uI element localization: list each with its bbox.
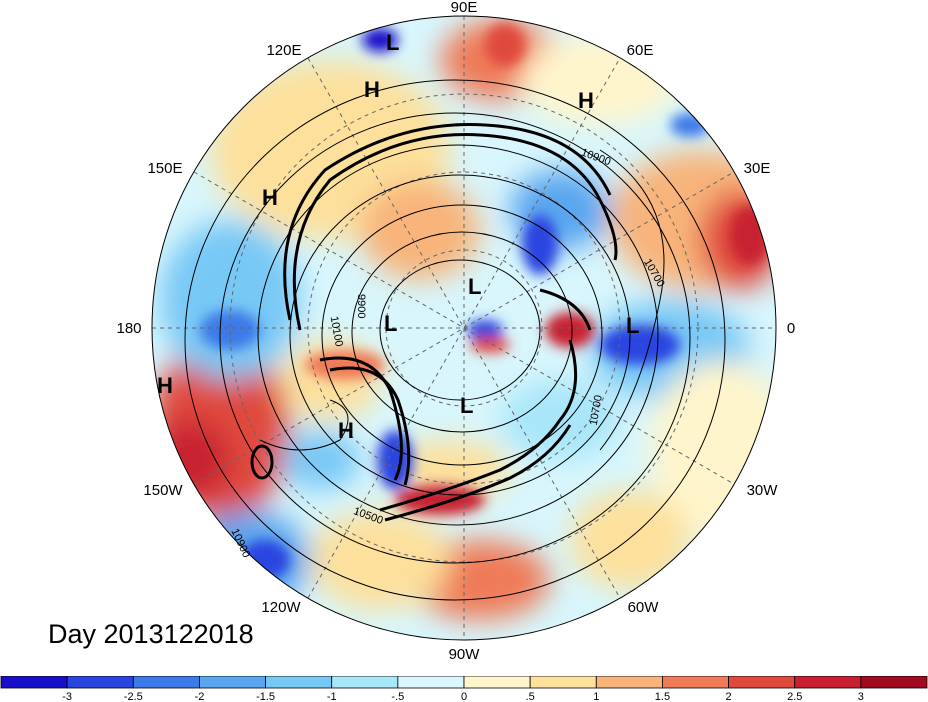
contour-label-10700-lower: 10700 (588, 394, 605, 426)
colorbar-swatch (662, 676, 729, 689)
lon-label-0: 0 (787, 320, 795, 337)
high-marker: H (157, 373, 173, 398)
colorbar-tick-label: 1.5 (655, 691, 670, 702)
colorbar-tick-label: -1 (327, 691, 337, 702)
map-boundary (151, 15, 777, 641)
colorbar-swatch (463, 676, 531, 689)
low-marker: L (468, 274, 481, 299)
colorbar-swatch (331, 676, 399, 689)
high-marker: H (262, 185, 278, 210)
colorbar-tick-label: 1 (593, 691, 599, 702)
jet-stream-contours (250, 123, 618, 522)
lon-label-150e: 150E (147, 160, 182, 177)
colorbar-swatch (132, 676, 200, 689)
lon-label-90e: 90E (451, 0, 478, 16)
low-marker: L (626, 313, 639, 338)
lon-label-120w: 120W (261, 599, 301, 616)
high-marker: H (578, 88, 594, 113)
lon-label-150w: 150W (143, 482, 183, 499)
graticule (152, 16, 776, 640)
colorbar-tick-label: -2.5 (124, 691, 143, 702)
colorbar-tick-label: 2.5 (787, 691, 802, 702)
low-marker: L (460, 393, 473, 418)
lon-label-90w: 90W (449, 646, 481, 663)
colorbar-swatch (728, 676, 796, 689)
colorbar-swatch (397, 676, 465, 689)
lon-label-30e: 30E (744, 160, 771, 177)
colorbar-tick-label: 3 (858, 691, 864, 702)
lon-label-180: 180 (116, 320, 141, 337)
colorbar-swatch (529, 676, 597, 689)
colorbar-swatch (66, 676, 134, 689)
colorbar-swatch (595, 676, 663, 689)
colorbar-tick-label: .5 (526, 691, 535, 702)
lon-label-120e: 120E (266, 42, 301, 59)
high-marker: H (364, 77, 380, 102)
colorbar-swatch (265, 676, 333, 689)
contour-label-10100: 10100 (328, 315, 345, 347)
colorbar-swatch (0, 676, 68, 689)
lon-label-30w: 30W (747, 482, 779, 499)
lon-label-60w: 60W (628, 599, 660, 616)
colorbar-swatch (860, 676, 928, 689)
polar-stereographic-map: 10900 10700 9900 10100 10700 10500 10900… (116, 0, 795, 663)
colorbar-swatches (0, 676, 928, 689)
colorbar-tick-label: -2 (195, 691, 205, 702)
longitude-labels: 90E 120E 60E 150E 30E 180 0 150W 30W 120… (116, 0, 795, 663)
colorbar-tick-label: -1.5 (256, 691, 275, 702)
height-contours (184, 79, 726, 601)
colorbar-tick-label: -.5 (391, 691, 404, 702)
colorbar-tick-label: -3 (62, 691, 72, 702)
low-marker: L (384, 311, 397, 336)
colorbar: -3 -2.5 -2 -1.5 -1 -.5 0 .5 1 1.5 2 2.5 3 (0, 676, 928, 702)
low-marker: L (386, 30, 399, 55)
colorbar-swatch (199, 676, 266, 689)
colorbar-tick-label: 2 (726, 691, 732, 702)
colorbar-swatch (794, 676, 862, 689)
pressure-system-markers: L H H H L L L H L H (157, 30, 639, 443)
contour-label-9900: 9900 (355, 294, 367, 318)
colorbar-tick-label: 0 (461, 691, 467, 702)
lon-label-60e: 60E (627, 42, 654, 59)
date-label: Day 2013122018 (48, 619, 254, 649)
colorbar-tick-labels: -3 -2.5 -2 -1.5 -1 -.5 0 .5 1 1.5 2 2.5 3 (62, 691, 864, 702)
high-marker: H (338, 418, 354, 443)
